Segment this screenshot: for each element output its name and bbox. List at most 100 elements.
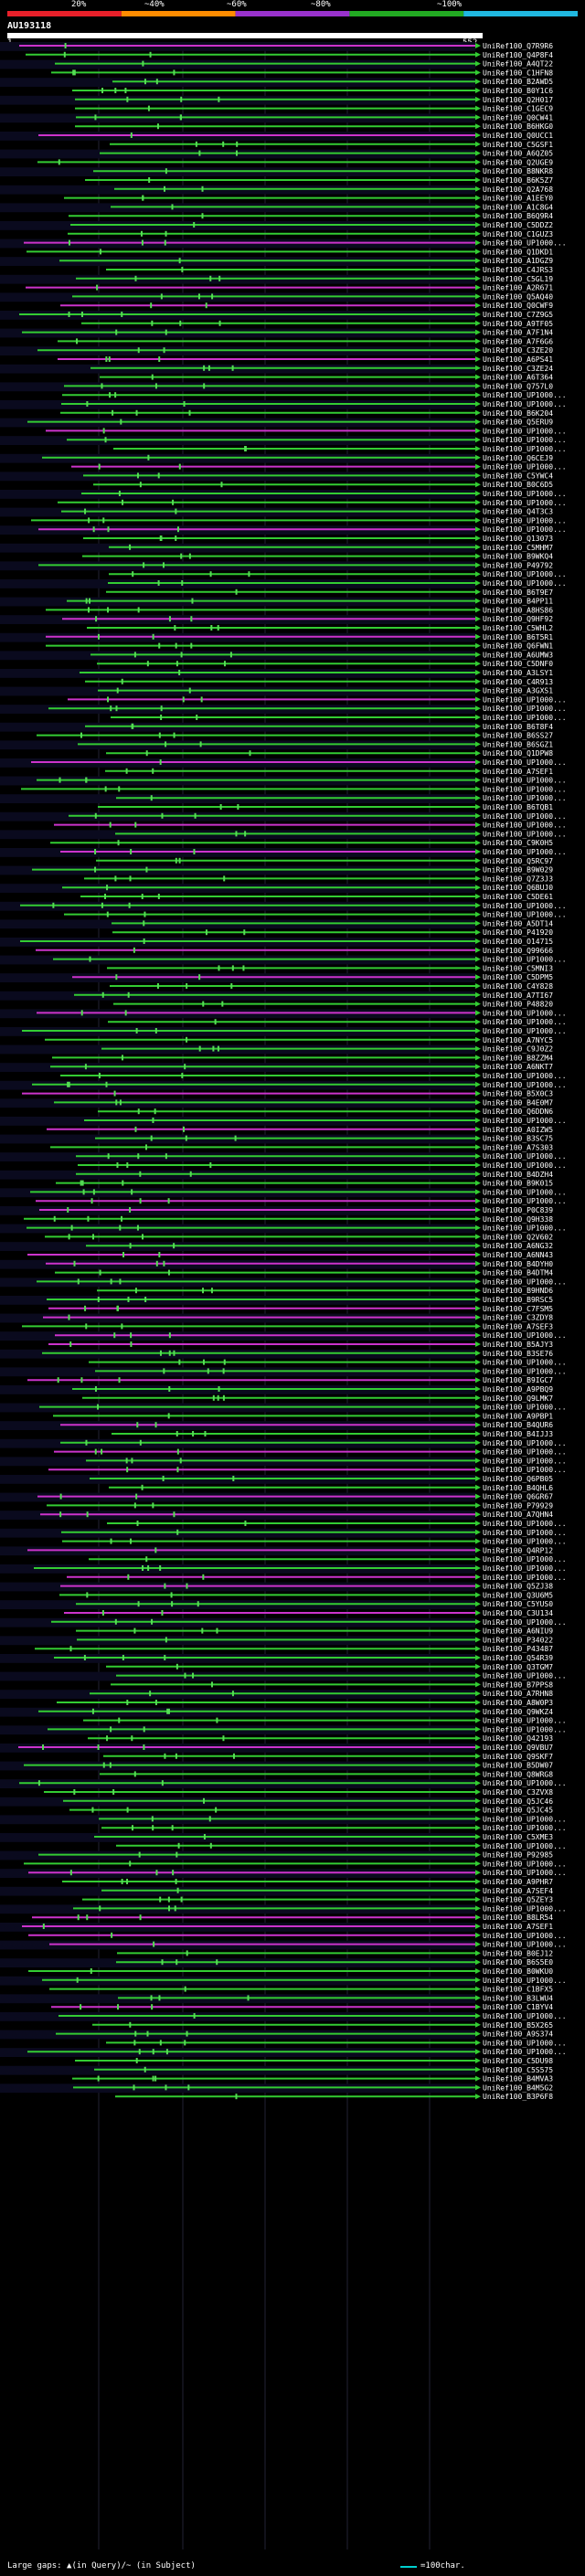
hit-label[interactable]: UniRef100_UP1000... <box>483 2039 567 2047</box>
hit-label[interactable]: UniRef100_B3LWU4 <box>483 1994 553 2002</box>
hit-label[interactable]: UniRef100_UP1000... <box>483 1779 567 1787</box>
hit-label[interactable]: UniRef100_UP1000... <box>483 436 567 444</box>
hit-label[interactable]: UniRef100_UP1000... <box>483 1672 567 1680</box>
hit-row[interactable]: UniRef100_C4JRS3 <box>106 266 553 274</box>
hit-row[interactable]: UniRef100_B6S5E0 <box>0 1958 553 1967</box>
hit-row[interactable]: UniRef100_Q1DPW8 <box>106 749 553 758</box>
hit-row[interactable]: UniRef100_C5DDZ2 <box>0 221 553 230</box>
hit-row[interactable]: UniRef100_UP1000... <box>109 570 567 578</box>
hit-row[interactable]: UniRef100_UP1000... <box>0 1779 567 1788</box>
hit-row[interactable]: UniRef100_C5YWC4 <box>0 472 553 482</box>
hit-label[interactable]: UniRef100_Q0CWF9 <box>483 302 553 310</box>
hit-label[interactable]: UniRef100_A2R671 <box>483 284 553 292</box>
hit-row[interactable]: UniRef100_B6T5R1 <box>0 632 553 642</box>
hit-label[interactable]: UniRef100_UP1000... <box>483 1359 567 1367</box>
hit-row[interactable]: UniRef100_UP1000... <box>28 1932 567 1940</box>
hit-label[interactable]: UniRef100_B6Q9R4 <box>483 212 553 220</box>
hit-label[interactable]: UniRef100_Q6BUJ0 <box>483 884 553 892</box>
hit-row[interactable]: UniRef100_UP1000... <box>67 1574 567 1582</box>
hit-label[interactable]: UniRef100_C5GL19 <box>483 275 553 283</box>
hit-label[interactable]: UniRef100_B0C6D5 <box>483 481 553 489</box>
hit-label[interactable]: UniRef100_UP1000... <box>483 1842 567 1850</box>
hit-label[interactable]: UniRef100_C7FSM5 <box>483 1305 553 1313</box>
hit-label[interactable]: UniRef100_A9S374 <box>483 2030 553 2039</box>
hit-label[interactable]: UniRef100_Q9WKZ4 <box>483 1708 553 1716</box>
hit-label[interactable]: UniRef100_Q0CW41 <box>483 113 553 122</box>
hit-row[interactable]: UniRef100_A6T364 <box>100 374 553 382</box>
hit-label[interactable]: UniRef100_C5DPM5 <box>483 973 553 981</box>
hit-label[interactable]: UniRef100_UP1000... <box>483 1117 567 1125</box>
hit-row[interactable]: UniRef100_B4DYH0 <box>0 1259 553 1269</box>
hit-row[interactable]: UniRef100_A9PBP1 <box>53 1412 553 1420</box>
hit-label[interactable]: UniRef100_UP1000... <box>483 1529 567 1537</box>
hit-label[interactable]: UniRef100_C1BFX5 <box>483 1986 553 1994</box>
hit-label[interactable]: UniRef100_Q5ERU9 <box>483 419 553 427</box>
hit-label[interactable]: UniRef100_UP1000... <box>483 1564 567 1573</box>
hit-row[interactable]: UniRef100_Q757L0 <box>0 382 553 392</box>
hit-row[interactable]: UniRef100_A4QT22 <box>0 59 553 69</box>
hit-row[interactable]: UniRef100_UP1000... <box>31 516 567 525</box>
hit-row[interactable]: UniRef100_O14715 <box>0 938 553 947</box>
hit-label[interactable]: UniRef100_Q1DKD1 <box>483 248 553 256</box>
hit-label[interactable]: UniRef100_C4Y828 <box>483 982 553 991</box>
hit-label[interactable]: UniRef100_UP1000... <box>483 848 567 856</box>
hit-row[interactable]: UniRef100_C1GUZ3 <box>68 230 553 239</box>
hit-row[interactable]: UniRef100_A7QHN4 <box>0 1511 553 1520</box>
hit-label[interactable]: UniRef100_Q0UCC1 <box>483 132 553 140</box>
hit-label[interactable]: UniRef100_P0C839 <box>483 1206 553 1214</box>
hit-label[interactable]: UniRef100_UP1000... <box>483 822 567 830</box>
hit-label[interactable]: UniRef100_B4M5G2 <box>483 2083 553 2092</box>
hit-label[interactable]: UniRef100_Q6DDN6 <box>483 1108 553 1116</box>
hit-row[interactable]: UniRef100_C5S575 <box>0 2065 553 2075</box>
hit-label[interactable]: UniRef100_UP1000... <box>483 695 567 704</box>
hit-row[interactable]: UniRef100_Q5JC46 <box>0 1797 553 1807</box>
hit-row[interactable]: UniRef100_Q8WRG8 <box>100 1770 553 1778</box>
hit-label[interactable]: UniRef100_Q7Z3J3 <box>483 875 553 883</box>
hit-row[interactable]: UniRef100_B8LR54 <box>32 1913 553 1922</box>
hit-row[interactable]: UniRef100_UP1000... <box>0 2012 567 2021</box>
hit-label[interactable]: UniRef100_UP1000... <box>483 1027 567 1035</box>
hit-row[interactable]: UniRef100_UP1000... <box>46 427 567 435</box>
hit-row[interactable]: UniRef100_UP1000... <box>68 695 567 704</box>
hit-row[interactable]: UniRef100_Q1DKD1 <box>27 248 553 256</box>
hit-row[interactable]: UniRef100_Q9H338 <box>24 1215 553 1224</box>
hit-row[interactable]: UniRef100_B0WKU0 <box>28 1967 553 1976</box>
hit-row[interactable]: UniRef100_A1DGZ9 <box>0 257 553 266</box>
hit-label[interactable]: UniRef100_A7F6G6 <box>483 337 553 345</box>
hit-row[interactable]: UniRef100_Q7R9R6 <box>0 42 553 51</box>
hit-row[interactable]: UniRef100_UP1000... <box>0 1224 567 1234</box>
hit-label[interactable]: UniRef100_A6NG32 <box>483 1242 553 1250</box>
hit-label[interactable]: UniRef100_A7F1N4 <box>483 329 553 337</box>
hit-row[interactable]: UniRef100_B9RSC5 <box>0 1296 553 1305</box>
hit-label[interactable]: UniRef100_B9K015 <box>483 1180 553 1188</box>
hit-label[interactable]: UniRef100_B5DW07 <box>483 1762 553 1770</box>
hit-row[interactable]: UniRef100_B5AJY3 <box>48 1341 553 1349</box>
hit-label[interactable]: UniRef100_Q8WRG8 <box>483 1770 553 1778</box>
hit-row[interactable]: UniRef100_C5DE61 <box>80 893 553 901</box>
hit-label[interactable]: UniRef100_UP1000... <box>483 1081 567 1089</box>
hit-row[interactable]: UniRef100_Q2UGE9 <box>37 158 553 166</box>
hit-row[interactable]: UniRef100_UP1000... <box>0 1528 567 1538</box>
hit-label[interactable]: UniRef100_A0IZW5 <box>483 1126 553 1134</box>
hit-label[interactable]: UniRef100_C5YUS0 <box>483 1600 553 1608</box>
hit-row[interactable]: UniRef100_UP1000... <box>0 239 567 249</box>
hit-row[interactable]: UniRef100_A7NYC5 <box>45 1036 553 1044</box>
hit-label[interactable]: UniRef100_UP1000... <box>483 400 567 408</box>
hit-row[interactable]: UniRef100_C4R913 <box>85 678 553 686</box>
hit-label[interactable]: UniRef100_B6T5R1 <box>483 633 553 641</box>
hit-row[interactable]: UniRef100_UP1000... <box>0 794 567 803</box>
hit-row[interactable]: UniRef100_A6PS41 <box>58 355 553 364</box>
hit-row[interactable]: UniRef100_C1BFX5 <box>49 1986 553 1994</box>
hit-label[interactable]: UniRef100_Q6GR67 <box>483 1493 553 1501</box>
hit-label[interactable]: UniRef100_Q5ZJ38 <box>483 1583 553 1591</box>
hit-row[interactable]: UniRef100_UP1000... <box>0 1617 567 1627</box>
hit-row[interactable]: UniRef100_Q6DDN6 <box>98 1108 553 1116</box>
hit-row[interactable]: UniRef100_UP1000... <box>83 1717 567 1725</box>
hit-row[interactable]: UniRef100_P0C839 <box>0 1206 553 1215</box>
hit-label[interactable]: UniRef100_UP1000... <box>483 490 567 498</box>
hit-row[interactable]: UniRef100_UP1000... <box>0 1457 567 1467</box>
hit-label[interactable]: UniRef100_UP1000... <box>483 1538 567 1546</box>
hit-row[interactable]: UniRef100_C7Z9G5 <box>0 311 553 320</box>
hit-row[interactable]: UniRef100_B3SE76 <box>0 1349 553 1359</box>
hit-row[interactable]: UniRef100_A9PHR7 <box>62 1878 553 1886</box>
